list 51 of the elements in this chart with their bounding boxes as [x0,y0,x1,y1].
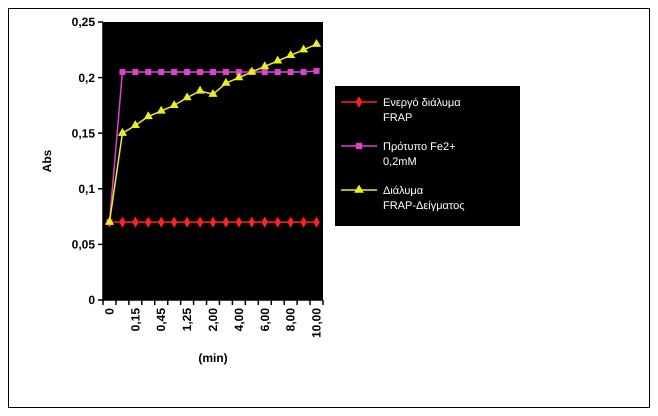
point [273,56,282,64]
point [260,61,270,70]
x-tick-label: 0,45 [154,308,168,332]
legend-label: Ενεργό διάλυμα FRAP [383,96,462,124]
y-tick-label: 0,1 [78,182,96,196]
point [182,92,192,100]
point [262,69,268,76]
x-tick-label: 10,00 [310,308,324,338]
point [312,38,322,47]
x-tick-label: 4,00 [232,308,246,332]
point [145,69,152,76]
point [299,44,308,52]
point [286,50,296,58]
point [288,69,294,76]
legend-label: Πρότυπο Fe2+ 0,2mM [383,140,456,168]
y-tick-label: 0,15 [72,126,96,140]
legend-label: Διάλυμα FRAP-Δείγματος [383,184,465,212]
point [119,69,126,76]
point [234,72,244,80]
point [170,100,179,108]
point [118,128,127,136]
y-tick-label: 0,25 [72,15,96,30]
point [221,78,230,86]
point [314,68,320,74]
point [197,69,204,76]
point [156,106,166,114]
x-tick-label: 6,00 [258,308,272,332]
point [130,120,140,128]
x-tick-label: 8,00 [284,308,298,332]
x-axis-title: (min) [198,351,228,365]
point [171,69,178,76]
point [208,89,218,97]
x-tick-label: 1,25 [180,308,194,332]
y-tick-label: 0 [88,293,96,308]
point [222,69,229,76]
y-axis-title: Abs [40,149,54,172]
point [144,111,153,120]
point [132,69,138,76]
y-tick-label: 0,2 [78,70,96,85]
x-tick-label: 0,15 [128,308,142,332]
point [158,69,164,76]
point [274,69,281,76]
point [104,216,114,225]
point [247,66,256,75]
point [210,69,216,76]
point [184,69,190,76]
point [300,69,307,76]
x-tick-label: 0 [102,308,116,315]
y-tick-label: 0,05 [72,238,96,252]
point [196,86,205,94]
x-tick-label: 2,00 [206,308,220,332]
